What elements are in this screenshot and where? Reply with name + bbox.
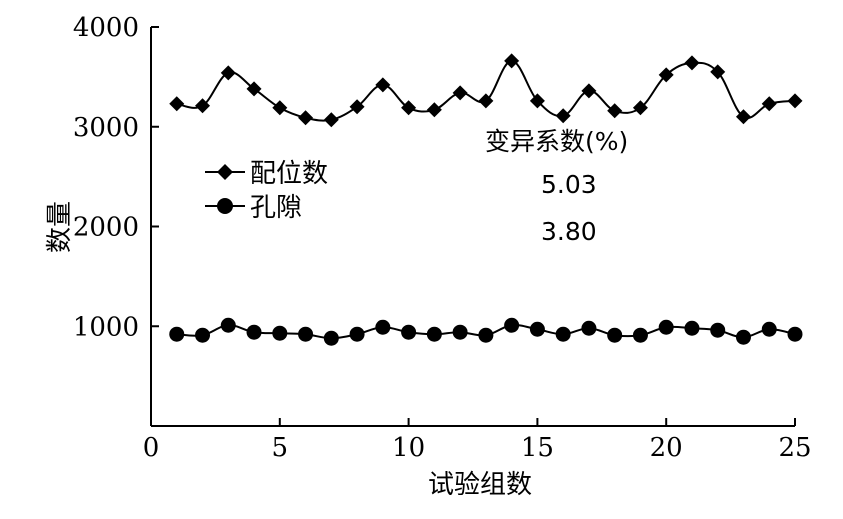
data-point-diamond	[735, 109, 751, 125]
data-point-circle	[272, 325, 288, 341]
variation-annotation: 变异系数(%) 5.03 3.80	[485, 127, 628, 246]
data-point-circle	[658, 319, 674, 335]
y-tick-label: 3000	[73, 113, 139, 143]
data-point-diamond	[169, 96, 185, 112]
data-point-circle	[426, 326, 442, 342]
y-tick-label: 2000	[73, 213, 139, 243]
data-point-diamond	[658, 67, 674, 83]
data-point-diamond	[349, 99, 365, 115]
data-point-diamond	[710, 64, 726, 80]
y-ticks: 1000 2000 3000 4000	[73, 13, 159, 342]
data-point-circle	[220, 317, 236, 333]
data-point-diamond	[632, 100, 648, 116]
data-point-diamond	[426, 102, 442, 118]
legend-item-porosity: 孔隙	[205, 193, 302, 223]
data-point-circle	[607, 327, 623, 343]
x-axis-title: 试验组数	[428, 470, 532, 500]
data-point-circle	[632, 327, 648, 343]
data-point-diamond	[684, 55, 700, 71]
data-point-circle	[375, 319, 391, 335]
data-point-circle	[504, 317, 520, 333]
y-axis-title: 数量	[45, 201, 75, 253]
data-point-diamond	[246, 81, 262, 97]
data-point-circle	[452, 324, 468, 340]
legend-diamond-marker	[217, 164, 233, 180]
data-point-circle	[169, 326, 185, 342]
data-point-diamond	[504, 53, 520, 69]
x-tick-label: 25	[778, 433, 811, 463]
data-point-diamond	[195, 98, 211, 114]
data-point-diamond	[529, 93, 545, 109]
data-point-circle	[555, 326, 571, 342]
annotation-title: 变异系数(%)	[485, 127, 628, 156]
data-point-diamond	[401, 100, 417, 116]
data-point-diamond	[581, 83, 597, 99]
data-point-circle	[787, 326, 803, 342]
y-tick-label: 1000	[73, 312, 139, 342]
data-point-circle	[401, 324, 417, 340]
series-layer	[169, 53, 803, 346]
data-point-diamond	[787, 93, 803, 109]
x-tick-label: 0	[143, 433, 160, 463]
legend-item-coordination: 配位数	[205, 159, 328, 189]
series-line-0	[176, 59, 796, 122]
x-tick-label: 15	[521, 433, 554, 463]
data-point-circle	[684, 320, 700, 336]
data-point-circle	[581, 320, 597, 336]
data-point-circle	[246, 324, 262, 340]
axes: 0 5 10 15 20 25 1000 2000 3000 4000	[73, 13, 812, 463]
x-ticks: 0 5 10 15 20 25	[143, 418, 812, 463]
x-tick-label: 20	[650, 433, 683, 463]
data-point-circle	[349, 326, 365, 342]
x-tick-label: 10	[392, 433, 425, 463]
legend-label-porosity: 孔隙	[250, 193, 302, 223]
legend-label-coordination: 配位数	[250, 159, 328, 189]
legend: 配位数 孔隙	[205, 159, 328, 223]
data-point-diamond	[555, 108, 571, 124]
data-point-diamond	[452, 85, 468, 101]
data-point-circle	[323, 330, 339, 346]
data-point-diamond	[220, 65, 236, 81]
data-point-circle	[298, 326, 314, 342]
data-point-diamond	[298, 110, 314, 126]
data-point-circle	[761, 321, 777, 337]
data-point-diamond	[478, 93, 494, 109]
legend-circle-marker	[217, 198, 233, 214]
data-point-circle	[195, 327, 211, 343]
data-point-diamond	[761, 96, 777, 112]
annotation-value-coordination: 5.03	[541, 170, 597, 199]
data-point-diamond	[272, 100, 288, 116]
x-tick-label: 5	[272, 433, 289, 463]
data-point-circle	[735, 329, 751, 345]
data-point-circle	[710, 322, 726, 338]
y-tick-label: 4000	[73, 13, 139, 43]
data-point-diamond	[607, 103, 623, 119]
data-point-circle	[478, 327, 494, 343]
data-point-diamond	[375, 77, 391, 93]
annotation-value-porosity: 3.80	[541, 217, 597, 246]
data-point-circle	[529, 321, 545, 337]
data-point-diamond	[323, 112, 339, 128]
